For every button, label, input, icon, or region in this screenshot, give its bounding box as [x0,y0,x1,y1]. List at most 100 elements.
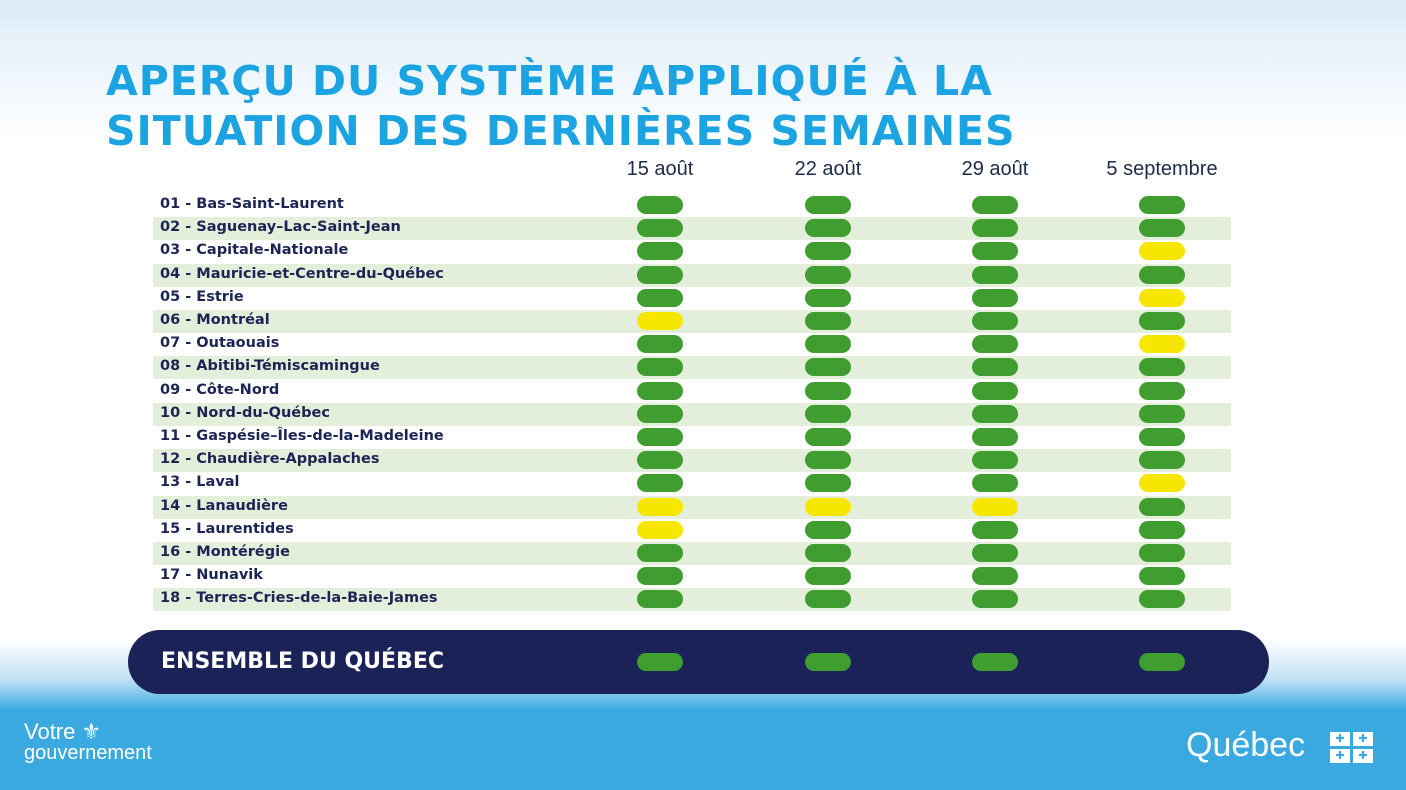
status-pill-green [805,288,851,307]
page-title: APERÇU DU SYSTÈME APPLIQUÉ À LA SITUATIO… [106,56,1016,156]
status-pill-green [637,428,683,446]
status-pill-green [805,219,851,238]
status-pill-green [972,242,1018,261]
status-pill-green [972,196,1018,214]
status-pill-green [972,544,1018,562]
status-pill-green [1139,590,1185,609]
region-row: 10 - Nord-du-Québec [153,402,1231,426]
votre-gouvernement-logo: Votre ⚜ gouvernement [24,719,152,764]
status-pill-green [972,335,1018,354]
total-status-pill-green [637,653,683,671]
region-row: 14 - Lanaudière [153,495,1231,519]
status-pill-green [637,219,683,238]
status-pill-green [972,474,1018,493]
status-pill-green [805,358,851,377]
region-row: 12 - Chaudière-Appalaches [153,449,1231,473]
region-row: 09 - Côte-Nord [153,380,1231,403]
total-status-pill-green [1139,653,1185,671]
region-row: 01 - Bas-Saint-Laurent [153,194,1231,217]
status-pill-green [972,312,1018,330]
status-pill-green [637,544,683,562]
status-pill-green [805,381,851,400]
status-pill-yellow [1139,242,1185,261]
region-row: 03 - Capitale-Nationale [153,240,1231,263]
total-row: ENSEMBLE DU QUÉBEC [128,630,1269,694]
region-label: 04 - Mauricie-et-Centre-du-Québec [160,265,444,282]
region-label: 06 - Montréal [160,312,270,328]
status-pill-yellow [805,497,851,516]
status-pill-green [805,451,851,470]
status-pill-green [972,451,1018,470]
region-label: 15 - Laurentides [160,520,294,537]
region-label: 09 - Côte-Nord [160,381,280,398]
status-pill-green [972,520,1018,539]
status-pill-yellow [1139,288,1185,307]
status-pill-green [1139,544,1185,562]
status-pill-green [1139,404,1185,423]
region-label: 16 - Montérégie [160,544,290,560]
region-row: 08 - Abitibi-Témiscamingue [153,356,1231,380]
status-pill-yellow [637,497,683,516]
status-pill-green [972,219,1018,238]
status-pill-green [1139,451,1185,470]
total-status-pill-green [805,653,851,671]
status-pill-green [972,404,1018,423]
region-label: 10 - Nord-du-Québec [160,404,330,421]
region-label: 07 - Outaouais [160,335,280,352]
status-pill-green [637,404,683,423]
status-pill-green [1139,428,1185,446]
total-status-pill-green [972,653,1018,671]
status-pill-green [805,544,851,562]
column-header: 15 août [626,158,694,180]
status-pill-green [805,196,851,214]
status-pill-green [1139,358,1185,377]
region-label: 18 - Terres-Cries-de-la-Baie-James [160,590,438,607]
status-pill-green [805,265,851,284]
status-pill-green [972,265,1018,284]
status-pill-green [637,381,683,400]
region-row: 05 - Estrie [153,287,1231,310]
status-pill-yellow [637,520,683,539]
status-pill-green [972,428,1018,446]
region-row: 16 - Montérégie [153,542,1231,565]
region-label: 14 - Lanaudière [160,497,288,514]
status-pill-green [637,451,683,470]
region-row: 17 - Nunavik [153,565,1231,588]
region-label: 12 - Chaudière-Appalaches [160,451,380,468]
status-pill-green [637,474,683,493]
column-header: 5 septembre [1106,158,1218,180]
status-pill-green [972,288,1018,307]
status-pill-green [972,590,1018,609]
status-pill-green [1139,312,1185,330]
status-pill-green [637,265,683,284]
status-pill-green [805,428,851,446]
region-label: 05 - Estrie [160,288,244,305]
quebec-flag-icon: ✚ ✚ ✚ ✚ [1330,732,1373,763]
status-pill-green [637,196,683,214]
status-pill-green [805,242,851,261]
status-pill-green [637,567,683,586]
status-pill-green [637,242,683,261]
status-pill-yellow [972,497,1018,516]
region-row: 13 - Laval [153,472,1231,495]
status-pill-green [972,358,1018,377]
region-label: 08 - Abitibi-Témiscamingue [160,358,380,375]
status-pill-green [637,288,683,307]
region-label: 17 - Nunavik [160,567,263,584]
status-pill-green [1139,381,1185,400]
region-label: 02 - Saguenay–Lac-Saint-Jean [160,219,401,236]
status-pill-green [805,567,851,586]
status-pill-green [637,590,683,609]
status-pill-yellow [1139,474,1185,493]
title-line-1: APERÇU DU SYSTÈME APPLIQUÉ À LA [106,57,993,105]
status-pill-green [805,312,851,330]
status-pill-green [1139,567,1185,586]
region-row: 04 - Mauricie-et-Centre-du-Québec [153,263,1231,287]
region-label: 11 - Gaspésie–Îles-de-la-Madeleine [160,428,444,444]
status-pill-yellow [1139,335,1185,354]
region-row: 06 - Montréal [153,310,1231,333]
status-pill-green [1139,196,1185,214]
region-row: 11 - Gaspésie–Îles-de-la-Madeleine [153,426,1231,449]
title-line-2: SITUATION DES DERNIÈRES SEMAINES [106,107,1016,155]
status-pill-green [805,474,851,493]
